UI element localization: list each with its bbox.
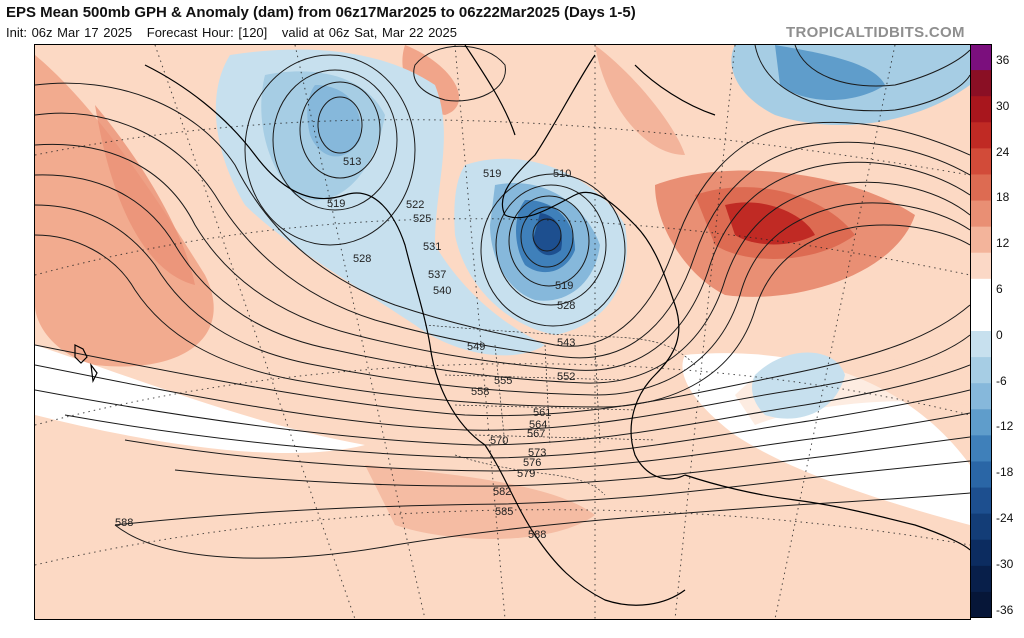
contour-label-555: 555 xyxy=(494,375,512,387)
contour-label-561: 561 xyxy=(533,407,551,419)
contour-label-576: 576 xyxy=(523,457,541,469)
colorbar-swatch xyxy=(970,148,992,175)
colorbar-swatch xyxy=(970,252,992,280)
colorbar-tick-label: -12 xyxy=(996,419,1014,434)
colorbar-tick-label: -24 xyxy=(996,511,1014,525)
colorbar-tick-label: 0 xyxy=(996,327,1003,342)
contour-label-540: 540 xyxy=(433,285,451,297)
colorbar-swatch xyxy=(970,409,992,436)
colorbar-swatch xyxy=(970,304,992,332)
contour-label-588-west: 588 xyxy=(115,517,133,529)
valid-time: valid at 06z Sat, Mar 22 2025 xyxy=(281,25,457,40)
contour-label-525: 525 xyxy=(413,213,431,225)
colorbar-border xyxy=(970,44,992,618)
contour-label-579: 579 xyxy=(517,468,535,480)
contour-label-513: 513 xyxy=(343,156,361,168)
contour-label-519-north: 519 xyxy=(483,168,501,180)
colorbar-swatch xyxy=(970,174,992,202)
contour-label-510: 510 xyxy=(553,168,571,180)
contour-label-588-south: 588 xyxy=(528,529,546,541)
colorbar-tick-label: -18 xyxy=(996,465,1014,480)
colorbar-tick-label: 36 xyxy=(996,53,1010,67)
colorbar-swatch xyxy=(970,70,992,97)
contour-label-519-alaska: 519 xyxy=(327,198,345,210)
contour-label-564: 564 xyxy=(529,419,547,431)
contour-label-570: 570 xyxy=(490,435,508,447)
colorbar-tick-label: -36 xyxy=(996,602,1014,617)
colorbar-swatch xyxy=(970,539,992,567)
forecast-info: Init: 06z Mar 17 2025 Forecast Hour: [12… xyxy=(6,25,467,40)
forecast-map: 513 519 522 525 528 531 537 540 519 510 … xyxy=(34,44,971,620)
colorbar-swatch xyxy=(970,200,992,228)
colorbar-swatch xyxy=(970,278,992,306)
contour-label-573: 573 xyxy=(528,447,546,459)
contour-label-531: 531 xyxy=(423,241,441,253)
colorbar-swatch xyxy=(970,461,992,489)
contour-label-582: 582 xyxy=(493,486,511,498)
colorbar-tick-label: 6 xyxy=(996,282,1003,296)
colorbar-tick-label: 18 xyxy=(996,190,1010,205)
colorbar-swatch xyxy=(970,565,992,593)
contour-label-567: 567 xyxy=(527,428,545,440)
contour-label-543: 543 xyxy=(557,337,575,349)
colorbar-swatch xyxy=(970,331,992,358)
contour-label-528-east: 528 xyxy=(557,300,575,312)
contour-label-585: 585 xyxy=(495,506,513,518)
contour-label-519-hudson: 519 xyxy=(555,280,573,292)
colorbar-swatch xyxy=(970,44,992,71)
forecast-hour: Forecast Hour: [120] xyxy=(146,25,268,40)
colorbar-swatch xyxy=(970,383,992,410)
site-watermark: TROPICALTIDBITS.COM xyxy=(786,24,965,41)
contour-label-528-west: 528 xyxy=(353,253,371,265)
colorbar-swatch xyxy=(970,487,992,515)
map-title: EPS Mean 500mb GPH & Anomaly (dam) from … xyxy=(6,4,636,21)
colorbar-swatch xyxy=(970,226,992,254)
map-canvas: 513 519 522 525 528 531 537 540 519 510 … xyxy=(35,45,970,619)
contour-label-549: 549 xyxy=(467,341,485,353)
colorbar-swatch xyxy=(970,96,992,123)
colorbar-swatch xyxy=(970,435,992,462)
contour-labels: 513 519 522 525 528 531 537 540 519 510 … xyxy=(115,156,575,541)
colorbar-swatch xyxy=(970,513,992,541)
anomaly-colorbar xyxy=(970,44,992,618)
contour-label-558: 558 xyxy=(471,386,489,398)
contour-label-522: 522 xyxy=(406,199,424,211)
colorbar-swatch xyxy=(970,357,992,384)
colorbar-tick-label: 12 xyxy=(996,236,1010,251)
colorbar-tick-label: -6 xyxy=(996,373,1007,388)
colorbar-tick-label: 30 xyxy=(996,98,1010,113)
contour-label-552: 552 xyxy=(557,371,575,383)
colorbar-swatch xyxy=(970,122,992,149)
colorbar-swatch xyxy=(970,591,992,618)
init-time: Init: 06z Mar 17 2025 xyxy=(6,25,133,40)
colorbar-tick-label: 24 xyxy=(996,144,1010,159)
contour-label-537: 537 xyxy=(428,269,446,281)
colorbar-tick-label: -30 xyxy=(996,556,1014,571)
